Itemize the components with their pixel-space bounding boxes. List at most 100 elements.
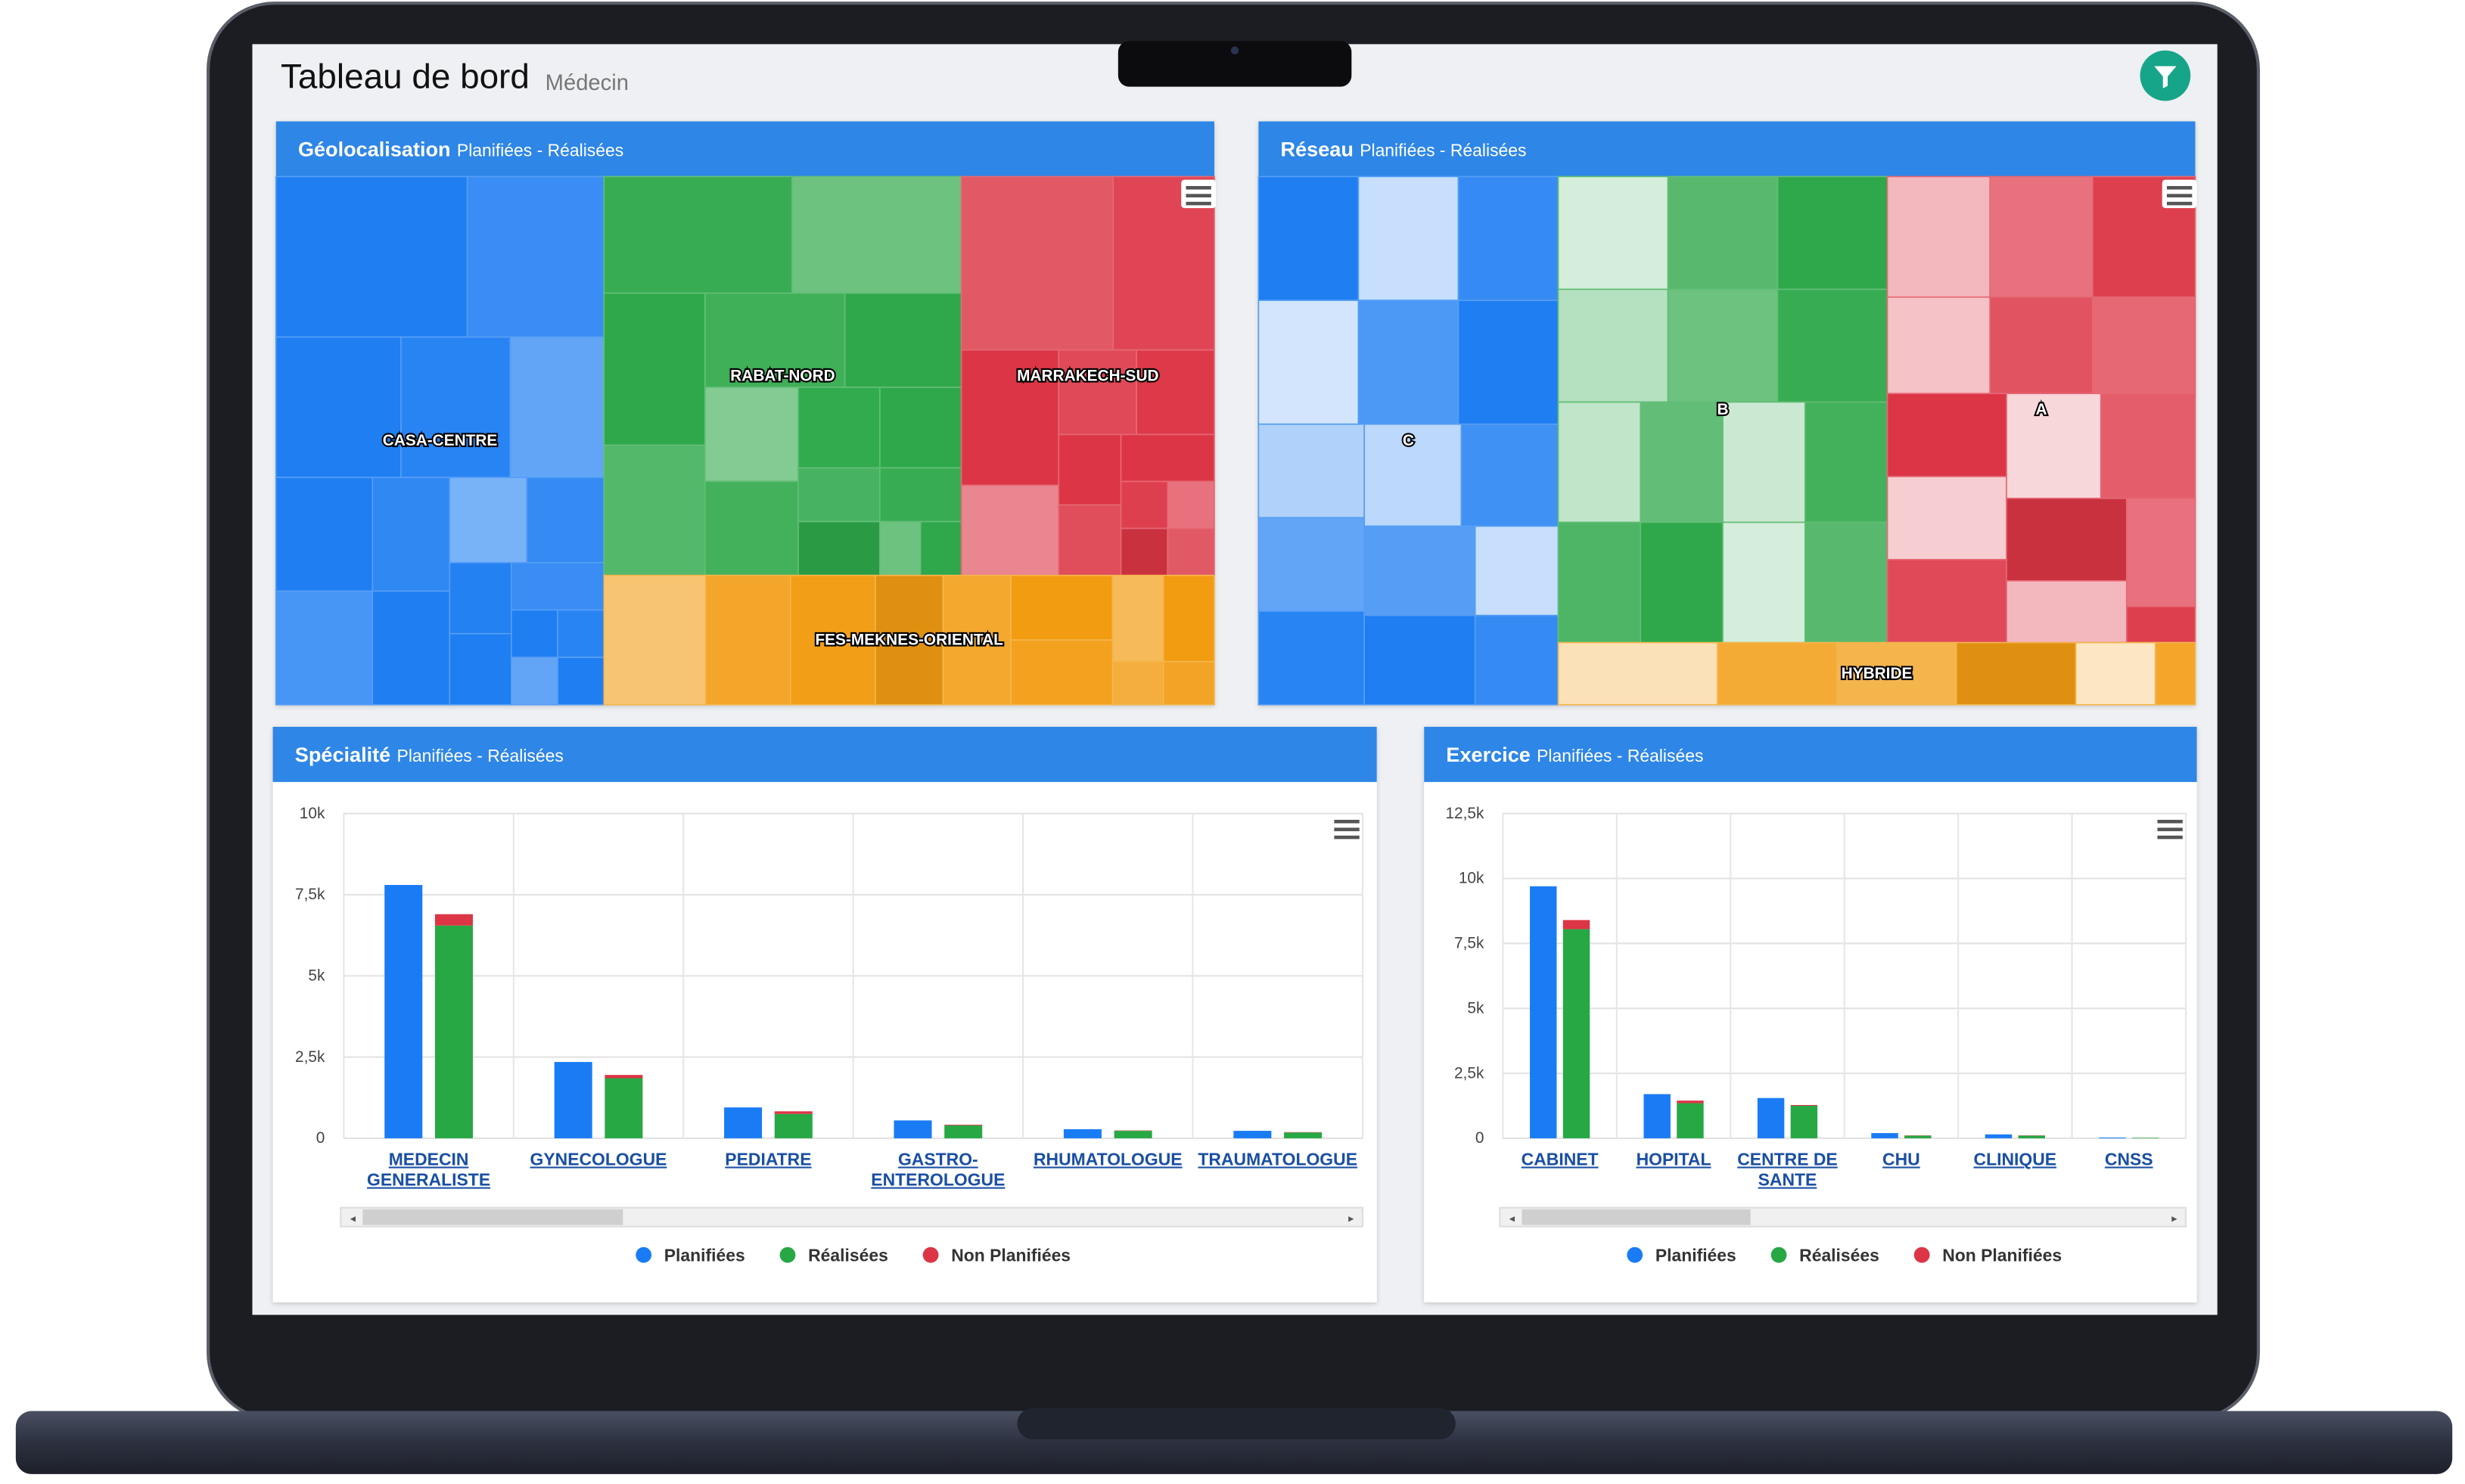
- chart-menu[interactable]: [2157, 819, 2183, 840]
- bar: [1677, 1103, 1704, 1138]
- menu-line[interactable]: [1334, 819, 1360, 824]
- filter-button[interactable]: [2140, 50, 2191, 101]
- treemap-cell: [1162, 660, 1215, 706]
- bar: [1233, 1131, 1272, 1138]
- scrollbar-arrow[interactable]: ▸: [1348, 1212, 1354, 1225]
- treemap-cell: [1257, 423, 1366, 519]
- treemap-cell: [275, 336, 402, 479]
- treemap-cell: [791, 175, 962, 294]
- scrollbar-arrow[interactable]: ◂: [1509, 1212, 1515, 1225]
- x-tick-label[interactable]: MEDECIN GENERALISTE: [367, 1150, 491, 1191]
- menu-line[interactable]: [2166, 194, 2193, 197]
- treemap-cell: [879, 467, 962, 523]
- chart-menu[interactable]: [2162, 179, 2197, 209]
- panel-heading: Géolocalisation Planifiées - Réalisées: [298, 137, 623, 160]
- treemap-cell: [1111, 660, 1164, 706]
- base-notch: [1017, 1408, 1456, 1440]
- treemap-cell: [797, 467, 881, 523]
- x-tick-label[interactable]: HOPITAL: [1636, 1150, 1711, 1170]
- legend-label[interactable]: Réalisées: [808, 1246, 888, 1265]
- x-tick-label[interactable]: CENTRE DE SANTE: [1737, 1150, 1838, 1191]
- panel-heading: Exercice Planifiées - Réalisées: [1446, 743, 1703, 766]
- y-tick-label: 0: [316, 1129, 325, 1147]
- filter-icon[interactable]: [2154, 66, 2177, 88]
- x-tick-label[interactable]: PEDIATRE: [725, 1150, 812, 1170]
- scrollbar-thumb[interactable]: [362, 1209, 623, 1225]
- scrollbar-arrow[interactable]: ◂: [350, 1212, 356, 1225]
- bar: [554, 1062, 592, 1138]
- legend-label[interactable]: Planifiées: [664, 1246, 745, 1265]
- menu-line[interactable]: [2157, 835, 2183, 840]
- treemap-cell: [797, 520, 881, 576]
- bar: [1284, 1132, 1323, 1138]
- x-tick-label[interactable]: GASTRO-ENTEROLOGUE: [871, 1150, 1006, 1191]
- menu-line[interactable]: [2166, 185, 2193, 190]
- x-tick-label[interactable]: RHUMATOLOGUE: [1033, 1150, 1183, 1170]
- treemap-cell: [1886, 393, 2007, 477]
- treemap-cell: [1058, 433, 1122, 506]
- legend-label[interactable]: Non Planifiées: [1942, 1246, 2062, 1265]
- menu-line[interactable]: [1334, 835, 1360, 840]
- scrollbar-thumb[interactable]: [1522, 1209, 1751, 1225]
- menu-line[interactable]: [1186, 201, 1211, 206]
- treemap-cell: [1120, 433, 1215, 483]
- legend-marker[interactable]: [1913, 1246, 1930, 1263]
- treemap-cell: [1257, 300, 1360, 425]
- chart-menu[interactable]: [1334, 819, 1360, 840]
- legend-label[interactable]: Planifiées: [1655, 1246, 1736, 1265]
- treemap-cell: [557, 657, 605, 706]
- x-tick-label[interactable]: CLINIQUE: [1973, 1150, 2057, 1170]
- x-tick-label[interactable]: CABINET: [1521, 1150, 1599, 1170]
- treemap-cell: [1640, 401, 1724, 523]
- legend-marker[interactable]: [1627, 1246, 1643, 1263]
- legend-label[interactable]: Réalisées: [1799, 1246, 1879, 1265]
- x-tick-label[interactable]: TRAUMATOLOGUE: [1198, 1150, 1357, 1170]
- y-tick-label: 2,5k: [295, 1048, 325, 1066]
- scrollbar-arrow[interactable]: ▸: [2171, 1212, 2177, 1225]
- legend-marker[interactable]: [636, 1246, 652, 1263]
- treemap-cell: [603, 444, 706, 576]
- x-tick-label[interactable]: CHU: [1882, 1150, 1920, 1170]
- menu-line[interactable]: [1334, 827, 1360, 831]
- x-tick-label[interactable]: GYNECOLOGUE: [530, 1150, 667, 1170]
- treemap-label: FES-MEKNES-ORIENTAL: [815, 631, 1003, 648]
- menu-line[interactable]: [1186, 185, 1211, 190]
- treemap-cell: [704, 574, 791, 706]
- treemap-label: C: [1403, 432, 1414, 449]
- treemap-cell: [449, 477, 528, 563]
- legend-marker[interactable]: [779, 1246, 796, 1263]
- x-tick-label[interactable]: CNSS: [2104, 1150, 2153, 1170]
- bar: [774, 1111, 813, 1114]
- panel-heading: Réseau Planifiées - Réalisées: [1281, 137, 1527, 160]
- menu-line[interactable]: [2157, 827, 2183, 831]
- bar: [1985, 1134, 2013, 1138]
- menu-line[interactable]: [2157, 819, 2183, 824]
- bar: [434, 925, 473, 1138]
- bar: [724, 1107, 763, 1138]
- treemap-cell: [371, 477, 451, 592]
- bar: [1757, 1097, 1785, 1138]
- treemap-cell: [1474, 525, 1559, 616]
- legend-marker[interactable]: [1770, 1246, 1787, 1263]
- panel-title: Réseau: [1281, 137, 1354, 160]
- y-tick-label: 10k: [1459, 870, 1484, 887]
- legend-label[interactable]: Non Planifiées: [951, 1246, 1071, 1265]
- panel-title: Spécialité: [295, 743, 390, 766]
- legend-marker[interactable]: [922, 1246, 939, 1263]
- menu-line[interactable]: [1186, 194, 1211, 197]
- page-title: Tableau de bord: [281, 57, 530, 96]
- treemap-cell: [371, 590, 451, 706]
- treemap-cell: [1886, 175, 1991, 298]
- y-tick-label: 7,5k: [295, 886, 325, 903]
- treemap-cell: [275, 175, 468, 338]
- treemap-cell: [1257, 517, 1366, 612]
- bar: [944, 1125, 983, 1138]
- page-subtitle: Médecin: [546, 71, 629, 95]
- treemap-cell: [509, 336, 605, 479]
- menu-line[interactable]: [2166, 201, 2193, 206]
- chart-menu[interactable]: [1181, 179, 1217, 209]
- treemap-cell: [1136, 349, 1215, 436]
